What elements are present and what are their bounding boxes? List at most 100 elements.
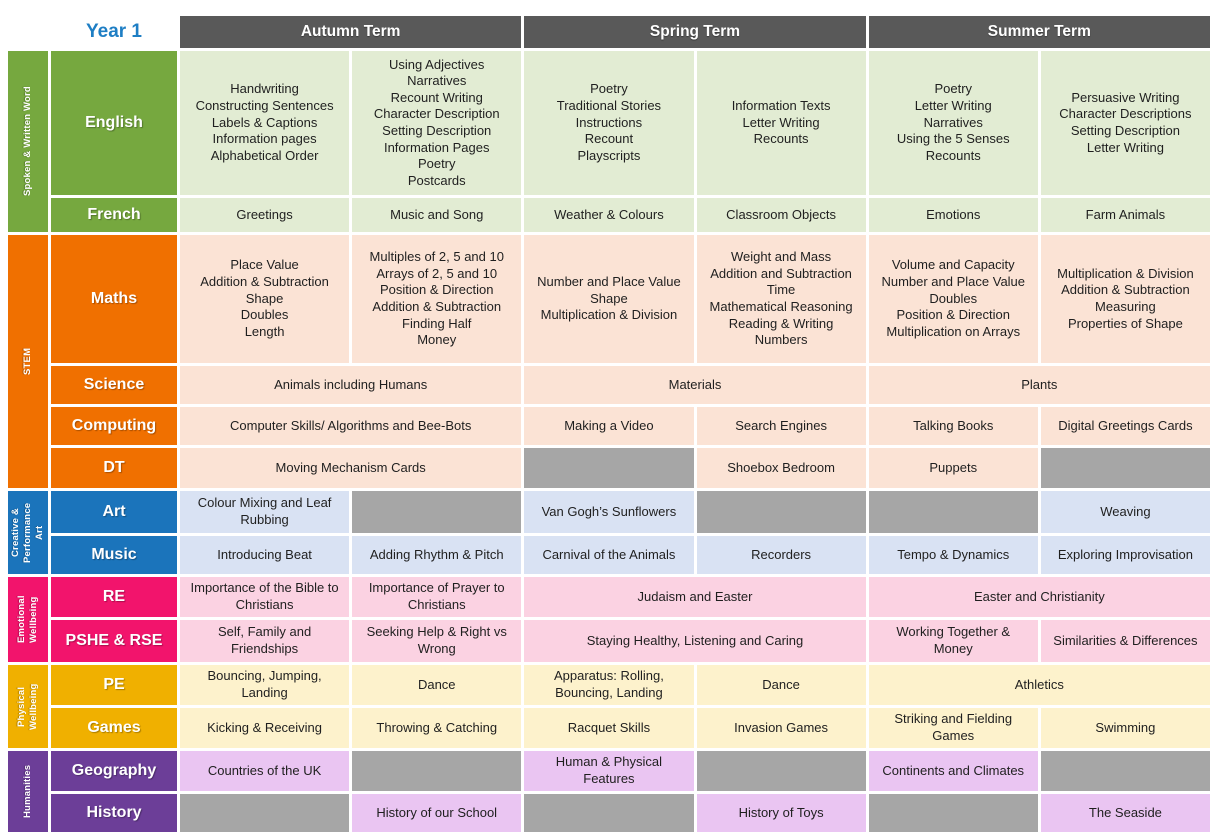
curriculum-cell: Human & Physical Features xyxy=(524,751,694,791)
curriculum-cell: Information Texts Letter Writing Recount… xyxy=(696,51,866,195)
curriculum-cell: Countries of the UK xyxy=(180,751,350,791)
subject-label-art: Art xyxy=(51,491,177,533)
curriculum-cell: Puppets xyxy=(868,448,1038,488)
curriculum-cell: History of Toys xyxy=(696,794,866,832)
subject-label-french: French xyxy=(51,198,177,232)
curriculum-cell: Van Gogh’s Sunflowers xyxy=(524,491,694,533)
subject-label-maths: Maths xyxy=(51,235,177,363)
empty-cell xyxy=(868,794,1038,832)
category-label-creative: Creative & Performance Art xyxy=(8,491,48,574)
year-label: Year 1 xyxy=(51,16,177,48)
curriculum-cell: Poetry Letter Writing Narratives Using t… xyxy=(868,51,1038,195)
curriculum-cell: Working Together & Money xyxy=(868,620,1038,662)
curriculum-cell: Materials xyxy=(524,366,866,404)
curriculum-cell: Continents and Climates xyxy=(868,751,1038,791)
curriculum-cell: Throwing & Catching xyxy=(352,708,522,748)
curriculum-cell: Computer Skills/ Algorithms and Bee-Bots xyxy=(180,407,522,445)
empty-cell xyxy=(696,491,866,533)
curriculum-cell: Greetings xyxy=(180,198,350,232)
empty-cell xyxy=(1040,448,1210,488)
curriculum-cell: Classroom Objects xyxy=(696,198,866,232)
curriculum-cell: Tempo & Dynamics xyxy=(868,536,1038,574)
curriculum-cell: Weight and Mass Addition and Subtraction… xyxy=(696,235,866,363)
curriculum-cell: Weaving xyxy=(1040,491,1210,533)
subject-label-games: Games xyxy=(51,708,177,748)
curriculum-cell: Adding Rhythm & Pitch xyxy=(352,536,522,574)
empty-cell xyxy=(352,751,522,791)
curriculum-cell: Poetry Traditional Stories Instructions … xyxy=(524,51,694,195)
category-label-emotional: Emotional Wellbeing xyxy=(8,577,48,662)
subject-label-psherse: PSHE & RSE xyxy=(51,620,177,662)
curriculum-cell: Multiples of 2, 5 and 10 Arrays of 2, 5 … xyxy=(352,235,522,363)
curriculum-cell: Judaism and Easter xyxy=(524,577,866,617)
curriculum-cell: Self, Family and Friendships xyxy=(180,620,350,662)
curriculum-cell: Staying Healthy, Listening and Caring xyxy=(524,620,866,662)
subject-label-music: Music xyxy=(51,536,177,574)
curriculum-cell: Colour Mixing and Leaf Rubbing xyxy=(180,491,350,533)
curriculum-cell: Dance xyxy=(696,665,866,705)
curriculum-cell: Handwriting Constructing Sentences Label… xyxy=(180,51,350,195)
curriculum-cell: Easter and Christianity xyxy=(868,577,1210,617)
subject-label-science: Science xyxy=(51,366,177,404)
curriculum-cell: Apparatus: Rolling, Bouncing, Landing xyxy=(524,665,694,705)
empty-cell xyxy=(696,751,866,791)
curriculum-cell: Invasion Games xyxy=(696,708,866,748)
curriculum-cell: Exploring Improvisation xyxy=(1040,536,1210,574)
subject-label-geography: Geography xyxy=(51,751,177,791)
empty-cell xyxy=(524,448,694,488)
subject-label-english: English xyxy=(51,51,177,195)
curriculum-cell: Multiplication & Division Addition & Sub… xyxy=(1040,235,1210,363)
curriculum-cell: Digital Greetings Cards xyxy=(1040,407,1210,445)
curriculum-cell: Plants xyxy=(868,366,1210,404)
term-header-summer: Summer Term xyxy=(868,16,1210,48)
curriculum-grid: Year 1 Autumn Term Spring Term Summer Term S… xyxy=(8,16,1210,832)
subject-label-dt: DT xyxy=(51,448,177,488)
curriculum-cell: Bouncing, Jumping, Landing xyxy=(180,665,350,705)
curriculum-cell: Kicking & Receiving xyxy=(180,708,350,748)
curriculum-cell: Similarities & Differences xyxy=(1040,620,1210,662)
empty-cell xyxy=(868,491,1038,533)
subject-label-history: History xyxy=(51,794,177,832)
curriculum-cell: Importance of the Bible to Christians xyxy=(180,577,350,617)
curriculum-cell: History of our School xyxy=(352,794,522,832)
curriculum-cell: Introducing Beat xyxy=(180,536,350,574)
subject-label-pe: PE xyxy=(51,665,177,705)
curriculum-cell: Place Value Addition & Subtraction Shape… xyxy=(180,235,350,363)
term-header-autumn: Autumn Term xyxy=(180,16,522,48)
curriculum-cell: Weather & Colours xyxy=(524,198,694,232)
curriculum-cell: Search Engines xyxy=(696,407,866,445)
category-label-humanities: Humanities xyxy=(8,751,48,832)
curriculum-cell: Moving Mechanism Cards xyxy=(180,448,522,488)
empty-cell xyxy=(1040,751,1210,791)
curriculum-cell: Number and Place Value Shape Multiplicat… xyxy=(524,235,694,363)
category-label-stem: STEM xyxy=(8,235,48,488)
empty-cell xyxy=(352,491,522,533)
term-header-spring: Spring Term xyxy=(524,16,866,48)
curriculum-cell: Farm Animals xyxy=(1040,198,1210,232)
curriculum-cell: Animals including Humans xyxy=(180,366,522,404)
subject-label-re: RE xyxy=(51,577,177,617)
curriculum-cell: Swimming xyxy=(1040,708,1210,748)
category-label-physical: Physical Wellbeing xyxy=(8,665,48,748)
curriculum-cell: Dance xyxy=(352,665,522,705)
curriculum-cell: Music and Song xyxy=(352,198,522,232)
curriculum-cell: Talking Books xyxy=(868,407,1038,445)
empty-cell xyxy=(524,794,694,832)
curriculum-cell: Shoebox Bedroom xyxy=(696,448,866,488)
empty-cell xyxy=(180,794,350,832)
curriculum-cell: Recorders xyxy=(696,536,866,574)
curriculum-cell: Using Adjectives Narratives Recount Writ… xyxy=(352,51,522,195)
curriculum-cell: Striking and Fielding Games xyxy=(868,708,1038,748)
subject-label-computing: Computing xyxy=(51,407,177,445)
category-label-spoken: Spoken & Written Word xyxy=(8,51,48,232)
curriculum-cell: Emotions xyxy=(868,198,1038,232)
curriculum-cell: Racquet Skills xyxy=(524,708,694,748)
curriculum-cell: Persuasive Writing Character Description… xyxy=(1040,51,1210,195)
curriculum-cell: Seeking Help & Right vs Wrong xyxy=(352,620,522,662)
header-spacer xyxy=(8,16,48,48)
curriculum-cell: The Seaside xyxy=(1040,794,1210,832)
curriculum-cell: Carnival of the Animals xyxy=(524,536,694,574)
curriculum-cell: Making a Video xyxy=(524,407,694,445)
curriculum-cell: Athletics xyxy=(868,665,1210,705)
curriculum-cell: Importance of Prayer to Christians xyxy=(352,577,522,617)
